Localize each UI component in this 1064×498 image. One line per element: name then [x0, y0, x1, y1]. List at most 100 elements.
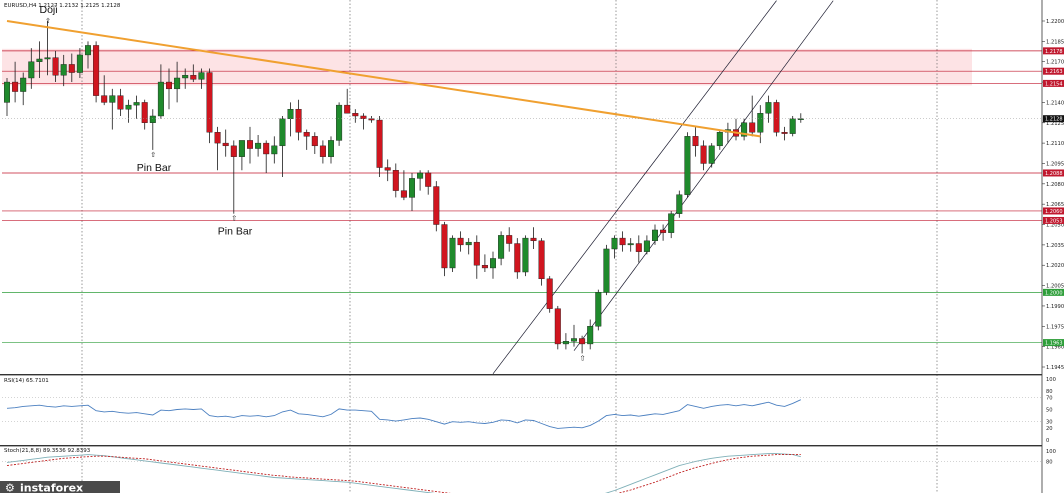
candle-body [125, 104, 132, 110]
candle-body [441, 224, 448, 269]
level-tag [1043, 169, 1064, 177]
y-tick-label: 1.2200 [1046, 19, 1064, 25]
candle [643, 235, 650, 255]
candle [336, 102, 343, 146]
candle-body [76, 54, 83, 73]
candle [68, 53, 75, 83]
candle-body [546, 278, 553, 309]
candle-body [530, 237, 537, 242]
candle [587, 319, 594, 350]
candle-body [781, 132, 788, 134]
candle [708, 143, 715, 168]
candle [238, 140, 245, 171]
logo-text: instaforex [20, 482, 83, 494]
candle-body [417, 172, 424, 179]
candle-body [603, 248, 610, 293]
candle [765, 95, 772, 123]
logo: ⚙ instaforex [0, 481, 120, 495]
candle-body [295, 108, 302, 133]
candle [149, 109, 156, 150]
candle-body [214, 132, 221, 144]
candle-body [409, 178, 416, 198]
candle-body [773, 102, 780, 133]
candle [376, 115, 383, 178]
candle [141, 99, 148, 130]
candle [409, 172, 416, 211]
candle [514, 238, 521, 279]
candle-body [554, 308, 561, 345]
candle [303, 129, 310, 150]
candle-body [3, 81, 10, 103]
y-tick-label: 1.2140 [1046, 100, 1064, 106]
candle [781, 126, 788, 141]
candle-body [587, 326, 594, 345]
candle [595, 289, 602, 331]
level-tag [1043, 216, 1064, 224]
candle-body [514, 243, 521, 273]
candle-body [117, 95, 124, 110]
candle-body [676, 194, 683, 214]
annotation-label: Doji [40, 4, 58, 16]
resistance-zone [2, 48, 972, 86]
y-tick-label: 1.2065 [1046, 202, 1064, 208]
stoch-tick-label: 100 [1046, 449, 1056, 455]
level-tag-label: 1.2178 [1045, 49, 1063, 55]
candle-body [141, 102, 148, 123]
rsi-panel: 100 70 50 30 0 80 20 [2, 377, 1056, 444]
candle [773, 99, 780, 137]
candle-body [449, 237, 456, 269]
level-tag-label: 1.2053 [1045, 218, 1063, 224]
candle-body [303, 132, 310, 137]
candle [433, 181, 440, 232]
candle-body [490, 258, 497, 269]
candle-body [741, 122, 748, 137]
level-tag-label: 1.2088 [1045, 171, 1063, 177]
candle-body [716, 132, 723, 147]
candle-body [174, 77, 181, 90]
rsi-tick-label: 100 [1046, 377, 1056, 383]
candle-body [68, 64, 75, 73]
arrow-up-icon: ⇧ [231, 215, 237, 223]
candle [603, 244, 610, 296]
candle [384, 159, 391, 182]
y-tick-label: 1.1990 [1046, 304, 1064, 310]
candle [12, 61, 19, 103]
candle-body [279, 118, 286, 147]
candle [668, 210, 675, 239]
y-tick-label: 1.2080 [1046, 182, 1064, 188]
y-tick-label: 1.1960 [1046, 345, 1064, 351]
candle-body [28, 61, 35, 79]
candle-body [652, 229, 659, 242]
candle-body [571, 338, 578, 342]
chart-header: EURUSD,H4 1.2127 1.2132 1.2125 1.2128 [4, 3, 121, 9]
candle-body [238, 140, 245, 157]
candle-body [757, 113, 764, 133]
candle [344, 88, 351, 114]
candle-body [271, 145, 278, 155]
candle-body [400, 190, 407, 198]
level-tag [1043, 79, 1064, 87]
candle [44, 21, 51, 76]
level-tag [1043, 47, 1064, 55]
candle [182, 68, 189, 89]
candle-body [84, 45, 91, 56]
candle-body [684, 136, 691, 195]
channel-line-0 [492, 0, 777, 374]
candle [263, 140, 270, 173]
candle-body [360, 115, 367, 119]
candle-body [198, 72, 205, 80]
candle [206, 68, 213, 144]
candle [789, 115, 796, 137]
candle-body [206, 72, 213, 133]
candle [328, 136, 335, 164]
candle [279, 115, 286, 178]
candle-body [392, 170, 399, 191]
candle-body [765, 102, 772, 114]
candle [749, 95, 756, 137]
candle-body [157, 81, 164, 117]
rsi-tick-label: 50 [1046, 408, 1053, 414]
candle [360, 113, 367, 130]
candle [571, 324, 578, 347]
